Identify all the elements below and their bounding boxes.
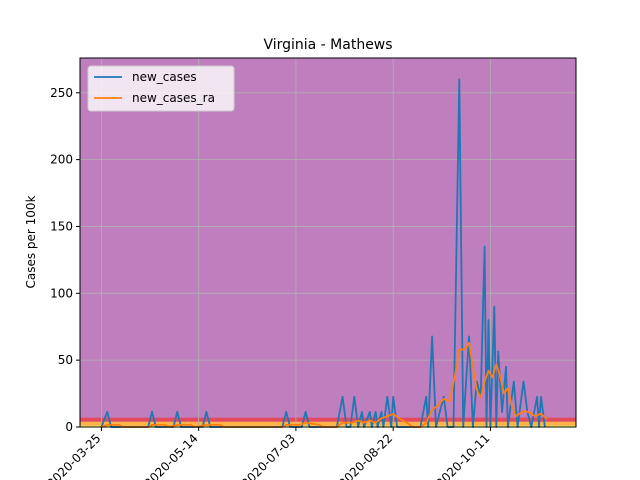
y-axis-label: Cases per 100k <box>24 195 38 288</box>
legend: new_cases new_cases_ra <box>87 65 235 112</box>
y-tick-label: 150 <box>50 219 73 233</box>
y-tick-label: 250 <box>50 86 73 100</box>
axes-frame <box>79 57 577 428</box>
y-tick-label: 50 <box>58 353 73 367</box>
y-tick-label: 0 <box>65 420 73 434</box>
chart-title: Virginia - Mathews <box>263 37 392 53</box>
y-tick-label: 200 <box>50 153 73 167</box>
threshold-band-2 <box>80 417 576 422</box>
legend-box <box>87 65 235 112</box>
legend-label-new_cases: new_cases <box>132 70 197 84</box>
plot-background <box>80 58 576 427</box>
y-tick-label: 100 <box>50 286 73 300</box>
legend-label-new_cases_ra: new_cases_ra <box>132 91 215 105</box>
threshold-band-1 <box>80 421 576 426</box>
